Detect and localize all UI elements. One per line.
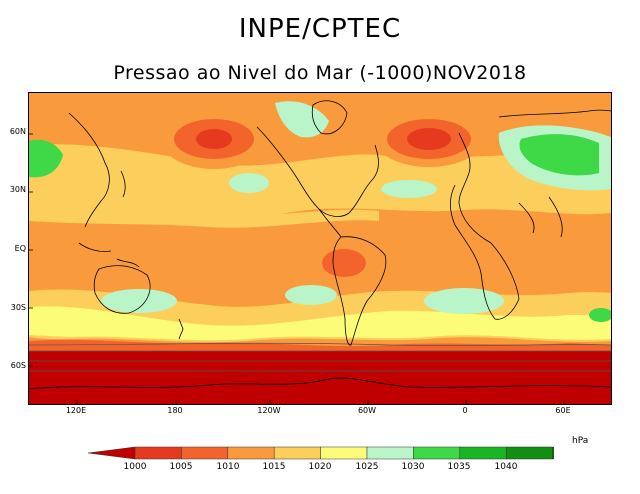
high-arctic <box>275 101 329 138</box>
legend-cell-above-1040 <box>552 446 554 460</box>
legend-cell-8 <box>459 446 507 460</box>
isobar-lines <box>29 342 611 372</box>
high-south-america <box>285 285 337 305</box>
pressure-field-svg <box>29 93 611 404</box>
high-north-pacific <box>229 173 269 193</box>
legend-label-1000: 1000 <box>123 462 147 472</box>
high-west-edge <box>29 139 63 178</box>
lat-label-30n: 30N <box>9 185 26 194</box>
high-north-atlantic <box>381 180 437 198</box>
band-southern-1000 <box>29 351 611 404</box>
legend-unit: hPa <box>572 436 589 446</box>
legend-cell-7 <box>413 446 461 460</box>
band-equator <box>29 205 379 228</box>
lon-label-180: 180 <box>167 406 183 415</box>
lon-label-0: 0 <box>462 406 468 415</box>
frame-ticks <box>29 133 565 404</box>
legend-label-1040: 1040 <box>494 462 518 472</box>
high-siberia-core <box>519 134 599 176</box>
band-1015-1020-north <box>29 144 611 219</box>
map-subtitle: Pressao ao Nivel do Mar (-1000)NOV2018 <box>113 62 527 84</box>
legend-cell-9 <box>505 446 553 460</box>
lon-label-120e: 120E <box>65 406 87 415</box>
low-south-america <box>322 249 366 277</box>
lon-label-60w: 60W <box>357 406 377 415</box>
lat-label-eq: EQ <box>14 244 26 253</box>
legend-cell-5 <box>320 446 368 460</box>
legend-cell-1 <box>134 446 182 460</box>
legend-label-1030: 1030 <box>401 462 425 472</box>
page-title: INPE/CPTEC <box>238 14 402 44</box>
lon-label-120w: 120W <box>257 406 281 415</box>
legend-label-1005: 1005 <box>169 462 193 472</box>
legend-label-1015: 1015 <box>262 462 286 472</box>
legend-cell-3 <box>227 446 275 460</box>
high-indian <box>589 308 611 322</box>
low-icelandic-core <box>407 128 451 150</box>
legend-label-1010: 1010 <box>216 462 240 472</box>
pressure-map <box>28 92 612 405</box>
low-aleutian-core <box>196 129 232 149</box>
lat-label-30s: 30S <box>10 303 26 312</box>
legend-label-1020: 1020 <box>308 462 332 472</box>
lat-label-60s: 60S <box>10 361 26 370</box>
legend-label-1025: 1025 <box>355 462 379 472</box>
coastlines <box>29 100 611 390</box>
legend-cell-4 <box>273 446 321 460</box>
high-south-atlantic <box>424 288 504 314</box>
band-1020-1025-south <box>29 306 611 341</box>
lat-label-60n: 60N <box>9 127 26 136</box>
lon-label-60e: 60E <box>555 406 571 415</box>
legend-cell-below-1000 <box>88 446 136 460</box>
legend-colorbar <box>88 446 554 460</box>
legend-cell-2 <box>181 446 229 460</box>
high-south-pacific <box>101 289 177 313</box>
legend-cell-6 <box>366 446 414 460</box>
legend-label-1035: 1035 <box>447 462 471 472</box>
